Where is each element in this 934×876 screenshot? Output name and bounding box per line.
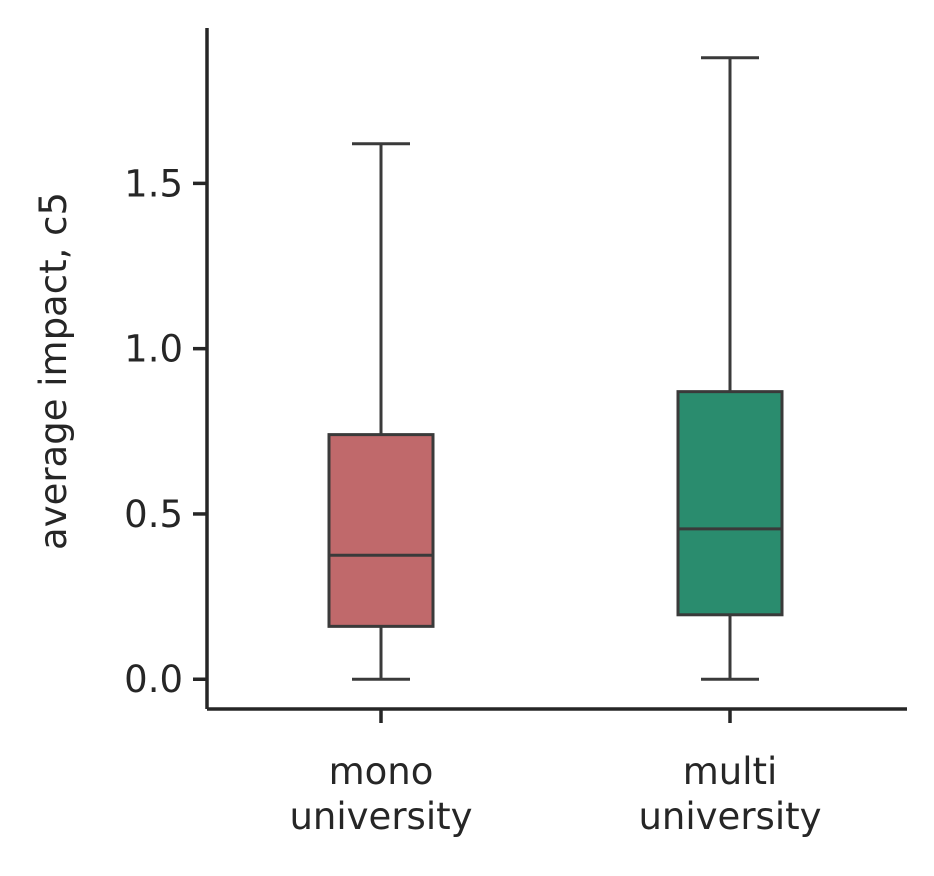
- iqr-box: [327, 433, 435, 628]
- y-tick-label: 1.5: [124, 162, 183, 205]
- box-group: [327, 142, 435, 681]
- x-tick-label: mono: [329, 750, 434, 793]
- x-tick-label: multi: [683, 750, 778, 793]
- y-axis-ticks: 0.0 0.5 1.0 1.5: [124, 162, 207, 701]
- y-tick-label: 0.0: [124, 658, 183, 701]
- axes: [205, 28, 907, 711]
- box-series: [327, 56, 784, 681]
- x-tick-label: university: [638, 795, 821, 838]
- y-tick-label: 1.0: [124, 328, 183, 371]
- iqr-box: [676, 390, 784, 617]
- box-group: [676, 56, 784, 681]
- y-tick-label: 0.5: [124, 493, 183, 536]
- x-tick-label: university: [289, 795, 472, 838]
- y-axis-title: average impact, c5: [32, 192, 75, 550]
